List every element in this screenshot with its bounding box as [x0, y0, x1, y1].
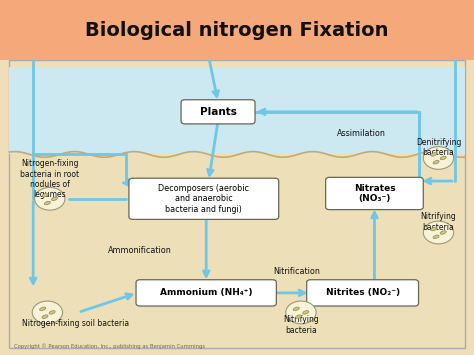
FancyBboxPatch shape [136, 280, 276, 306]
Circle shape [32, 301, 63, 324]
Ellipse shape [49, 311, 55, 314]
Text: Biological nitrogen Fixation: Biological nitrogen Fixation [85, 21, 389, 40]
FancyBboxPatch shape [9, 60, 465, 348]
Ellipse shape [293, 307, 299, 311]
FancyBboxPatch shape [307, 280, 419, 306]
FancyBboxPatch shape [9, 67, 465, 154]
Text: Nitrification: Nitrification [273, 267, 319, 276]
Text: Decomposers (aerobic
and anaerobic
bacteria and fungi): Decomposers (aerobic and anaerobic bacte… [158, 184, 249, 214]
Ellipse shape [433, 235, 439, 239]
Circle shape [423, 221, 454, 244]
Ellipse shape [296, 315, 301, 318]
Text: Nitrogen in atmosphere (N₂): Nitrogen in atmosphere (N₂) [136, 40, 281, 49]
Text: Plants: Plants [200, 107, 237, 117]
Text: Nitrogen-fixing
bacteria in root
nodules of
legumes: Nitrogen-fixing bacteria in root nodules… [20, 159, 79, 200]
FancyBboxPatch shape [0, 0, 474, 60]
FancyBboxPatch shape [326, 177, 423, 209]
Text: Ammonium (NH₄⁺): Ammonium (NH₄⁺) [160, 288, 253, 297]
Text: Nitrifying
bacteria: Nitrifying bacteria [283, 315, 319, 334]
Ellipse shape [431, 153, 437, 156]
Text: Nitrifying
bacteria: Nitrifying bacteria [420, 212, 456, 231]
Ellipse shape [42, 315, 48, 318]
FancyBboxPatch shape [129, 178, 279, 219]
Text: Ammonification: Ammonification [108, 246, 172, 255]
Text: Copyright © Pearson Education, Inc., publishing as Benjamin Cummings: Copyright © Pearson Education, Inc., pub… [14, 343, 205, 349]
FancyBboxPatch shape [181, 100, 255, 124]
Text: Assimilation: Assimilation [337, 129, 385, 138]
Text: Nitrites (NO₂⁻): Nitrites (NO₂⁻) [326, 288, 400, 297]
Text: Nitrogen-fixing soil bacteria: Nitrogen-fixing soil bacteria [22, 318, 129, 328]
FancyBboxPatch shape [115, 30, 302, 59]
Ellipse shape [440, 231, 446, 234]
Circle shape [286, 301, 316, 324]
Ellipse shape [431, 227, 437, 231]
Text: Denitrifying
bacteria: Denitrifying bacteria [416, 138, 461, 157]
Ellipse shape [440, 156, 446, 160]
Circle shape [35, 187, 65, 210]
Ellipse shape [40, 307, 46, 311]
Text: Nitrates
(NO₃⁻): Nitrates (NO₃⁻) [354, 184, 395, 203]
Ellipse shape [45, 201, 50, 205]
Ellipse shape [52, 197, 57, 201]
Ellipse shape [433, 160, 439, 164]
Circle shape [423, 147, 454, 169]
Ellipse shape [303, 311, 309, 314]
Ellipse shape [42, 193, 48, 197]
